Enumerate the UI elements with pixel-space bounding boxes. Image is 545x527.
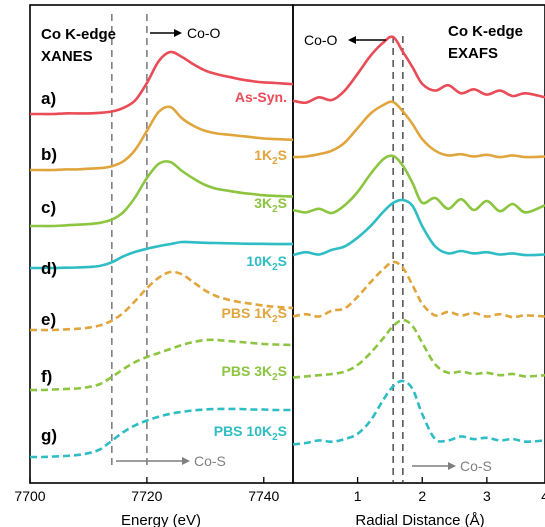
co-o-label-left: Co-O [187, 25, 221, 41]
x-tick-label: 3 [483, 488, 491, 504]
arrowhead-icon [182, 457, 190, 465]
xanes-title-line1: Co K-edge [41, 26, 116, 43]
xanes-series-3k2s [30, 160, 294, 228]
row-label-b: b) [41, 145, 57, 164]
exafs-curves [292, 35, 545, 446]
x-tick-label: 1 [354, 488, 362, 504]
exafs-series-10k2s [292, 198, 545, 257]
exafs-series-pbs-10k2s [292, 379, 545, 446]
exafs-x-axis-label: Radial Distance (Å) [355, 512, 484, 527]
exafs-series-3k2s [292, 154, 545, 215]
co-s-label-right: Co-S [460, 458, 492, 474]
row-label-c: c) [41, 198, 56, 217]
co-o-label-right: Co-O [304, 32, 338, 48]
arrowhead-icon [448, 462, 456, 470]
exafs-title-line2: EXAFS [448, 45, 498, 62]
arrowhead-icon [348, 36, 356, 44]
series-labels: As-Syn. 1K2S 3K2S 10K2S PBS 1K2S PBS 3K2S PBS … [214, 89, 287, 443]
xanes-series-pbs-1k2s [30, 270, 294, 332]
series-label-10k2s: 10K2S [246, 253, 287, 273]
exafs-series-as-syn [292, 35, 545, 105]
co-o-annotation-left: Co-O [150, 25, 221, 41]
row-label-e: e) [41, 310, 56, 329]
exafs-series-1k2s [292, 100, 545, 159]
row-label-f: f) [41, 367, 52, 386]
x-tick-label: 7700 [14, 488, 45, 504]
row-label-d: d) [41, 259, 57, 278]
exafs-title-line1: Co K-edge [448, 23, 523, 40]
co-s-annotation-left: Co-S [116, 453, 226, 469]
exafs-series-pbs-1k2s [292, 260, 545, 319]
row-label-g: g) [41, 426, 57, 445]
xanes-reference-lines [111, 14, 148, 470]
co-s-label-left: Co-S [194, 453, 226, 469]
co-o-annotation-right: Co-O [304, 32, 386, 48]
row-labels: a) b) c) d) e) f) g) [41, 89, 57, 445]
series-label-1k2s: 1K2S [254, 147, 287, 167]
series-label-pbs-10k2s: PBS 10K2S [214, 423, 287, 443]
xanes-series-as-syn [30, 50, 294, 116]
exafs-x-ticks: 1 2 3 4 [354, 477, 545, 504]
xanes-x-axis-label: Energy (eV) [121, 512, 201, 527]
xanes-series-pbs-3k2s [29, 338, 294, 392]
xanes-curves [29, 50, 294, 459]
x-tick-label: 7740 [248, 488, 279, 504]
series-label-pbs-1k2s: PBS 1K2S [222, 305, 287, 325]
exafs-series-pbs-3k2s [292, 318, 545, 379]
x-tick-label: 4 [541, 488, 545, 504]
series-label-as-syn: As-Syn. [235, 89, 287, 105]
series-label-pbs-3k2s: PBS 3K2S [222, 363, 287, 383]
arrowhead-icon [174, 29, 182, 37]
xanes-x-ticks: 7700 7720 7740 [14, 477, 280, 504]
co-s-annotation-right: Co-S [412, 458, 492, 474]
xanes-series-1k2s [30, 105, 294, 172]
x-tick-label: 2 [418, 488, 426, 504]
xanes-title-line2: XANES [41, 48, 93, 65]
xanes-series-10k2s [30, 240, 293, 270]
row-label-a: a) [41, 89, 56, 108]
series-label-3k2s: 3K2S [254, 195, 287, 215]
x-tick-label: 7720 [131, 488, 162, 504]
xanes-series-pbs-10k2s [29, 407, 293, 459]
